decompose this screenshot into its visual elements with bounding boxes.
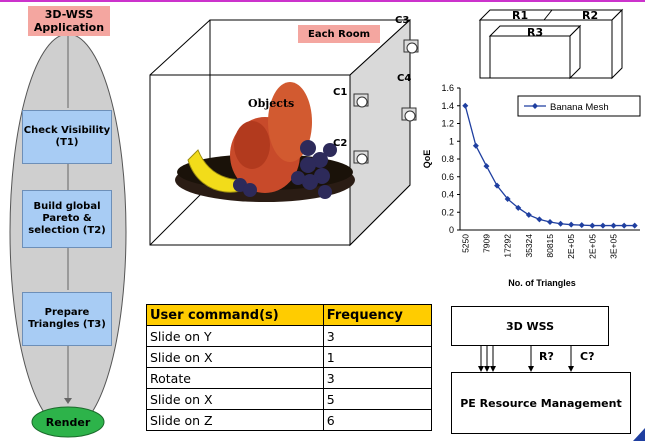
camera-label-c1: C1 [333, 87, 348, 98]
top-border [0, 0, 645, 2]
legend-label: Banana Mesh [550, 102, 609, 113]
data-point [547, 219, 553, 226]
c-query-label: C? [580, 350, 595, 363]
room-r1-label: R1 [512, 9, 529, 22]
y-tick-label: 0.2 [441, 207, 454, 217]
task-build-pareto: Build global Pareto & selection (T2) [22, 190, 112, 248]
y-tick-label: 1.2 [441, 119, 454, 129]
room-r2-label: R2 [582, 9, 599, 22]
legend-box [517, 95, 641, 117]
grapes [233, 140, 337, 199]
data-point [504, 195, 511, 202]
y-tick-label: 1 [449, 136, 454, 146]
table-cell: Slide on X [146, 346, 324, 368]
y-tick-label: 0.6 [441, 172, 454, 182]
table-cell: 5 [322, 388, 433, 410]
table-header: Frequency [322, 304, 433, 326]
table-cell: Slide on Y [146, 325, 324, 347]
table-row: Rotate 3 [146, 367, 433, 389]
table-cell: 3 [322, 367, 433, 389]
x-axis-label: No. of Triangles [508, 278, 576, 288]
table-cell: Slide on Z [146, 409, 324, 431]
data-point [525, 211, 532, 218]
data-point [483, 163, 490, 170]
data-point [610, 222, 617, 229]
series-line [464, 105, 635, 227]
table-header: User command(s) [146, 304, 324, 326]
table-cell: Rotate [146, 367, 324, 389]
corner-mark [633, 428, 645, 441]
objects-label: Objects [248, 97, 295, 110]
x-tick-label: 35324 [524, 234, 534, 258]
system-arrows [478, 346, 574, 372]
render-node [31, 406, 105, 438]
x-tick-label: 5250 [460, 234, 470, 253]
flow-arrowhead [64, 398, 72, 404]
data-point [462, 102, 469, 109]
pear [268, 82, 312, 162]
pe-resource-box: PE Resource Management [451, 372, 631, 434]
camera-icon [353, 150, 369, 165]
task-check-visibility: Check Visibility (T1) [22, 110, 112, 164]
x-tick-label: 7909 [481, 234, 491, 253]
y-tick-label: 1.4 [441, 101, 454, 111]
x-tick-label: 2E+05 [587, 234, 597, 259]
camera-label-c4: C4 [397, 73, 412, 84]
cube-side-face [349, 18, 411, 247]
each-room-label: Each Room [298, 25, 380, 43]
camera-icon [353, 93, 369, 108]
data-point [557, 220, 564, 227]
data-point [631, 222, 638, 229]
room-cube [149, 18, 419, 247]
rooms-diagram [478, 8, 624, 80]
data-point [589, 222, 596, 229]
app-box: 3D-WSS Application [28, 6, 110, 36]
data-point [568, 221, 575, 228]
y-axis-label: QoE [422, 150, 432, 169]
camera-label-c2: C2 [333, 138, 348, 149]
render-label: Render [45, 415, 91, 429]
data-point [515, 204, 522, 211]
table-cell: 6 [322, 409, 433, 431]
room-r3-label: R3 [527, 26, 544, 39]
wss-box: 3D WSS [451, 306, 609, 346]
y-tick-label: 0.4 [441, 190, 454, 200]
data-point [494, 182, 501, 189]
camera-label-c3: C3 [395, 15, 410, 26]
data-point [536, 216, 543, 223]
table-cell: 3 [322, 325, 433, 347]
task-prepare-triangles: Prepare Triangles (T3) [22, 292, 112, 346]
camera-icon [401, 107, 417, 122]
y-tick-label: 0 [449, 225, 454, 235]
table-cell: 1 [322, 346, 433, 368]
data-point [472, 142, 479, 149]
data-point [578, 222, 585, 229]
legend-marker [532, 103, 538, 109]
y-tick-label: 0.8 [441, 154, 454, 164]
x-tick-label: 17292 [503, 234, 513, 258]
data-point [599, 222, 606, 229]
table-cell: Slide on X [146, 388, 324, 410]
x-tick-label: 80815 [545, 234, 555, 258]
r-query-label: R? [539, 350, 554, 363]
x-tick-label: 3E+05 [609, 234, 619, 259]
camera-icon [403, 39, 419, 54]
qoe-chart: 0 0.2 0.4 0.6 0.8 1 1.2 1.4 1.6 5250 7909 17292 3532… [422, 83, 641, 288]
x-tick-label: 2E+05 [566, 234, 576, 259]
y-tick-label: 1.6 [441, 83, 454, 93]
data-point [621, 222, 628, 229]
